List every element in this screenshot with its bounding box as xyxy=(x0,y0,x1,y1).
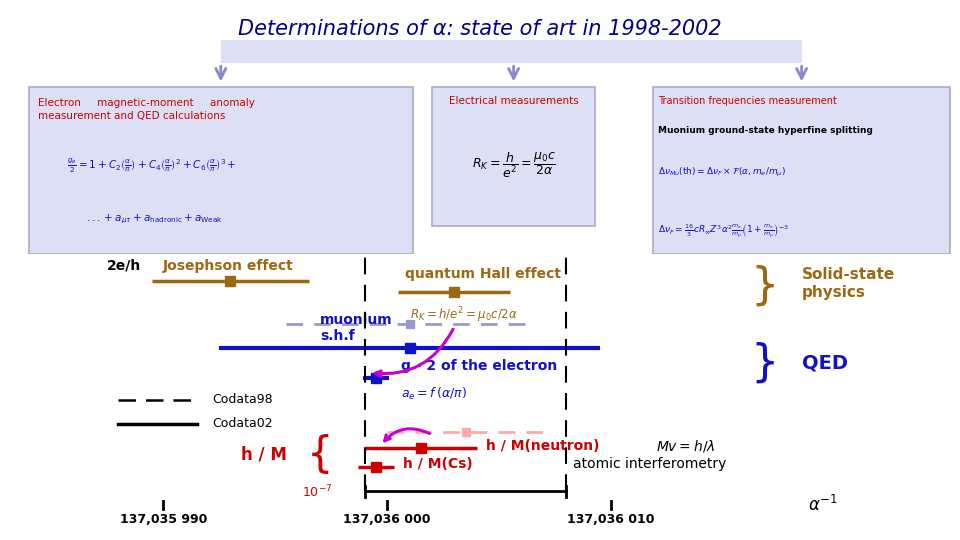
Text: $\Delta\nu_{Mu}(\mathrm{th}) = \Delta\nu_F \times \mathcal{F}(\alpha, m_e/m_\mu): $\Delta\nu_{Mu}(\mathrm{th}) = \Delta\nu… xyxy=(658,166,785,179)
Text: Electron     magnetic-moment     anomaly
measurement and QED calculations: Electron magnetic-moment anomaly measure… xyxy=(38,98,255,122)
Text: 137,036 000: 137,036 000 xyxy=(344,513,431,526)
Text: muonium
s.h.f: muonium s.h.f xyxy=(320,313,393,343)
Text: g - 2 of the electron: g - 2 of the electron xyxy=(400,359,557,373)
Text: atomic interferometry: atomic interferometry xyxy=(573,457,727,471)
Text: QED: QED xyxy=(802,354,848,373)
Text: Codata02: Codata02 xyxy=(212,417,273,430)
Text: $10^{-7}$: $10^{-7}$ xyxy=(302,483,332,500)
Text: $a_e = f\,(\alpha/\pi)$: $a_e = f\,(\alpha/\pi)$ xyxy=(400,386,467,402)
Text: $\Delta\nu_F = \frac{16}{3}cR_\infty Z^3\alpha^2\frac{m_e}{m_\mu}\left(1+\frac{m: $\Delta\nu_F = \frac{16}{3}cR_\infty Z^3… xyxy=(658,222,788,240)
Text: Codata98: Codata98 xyxy=(212,393,273,406)
Text: 137,036 010: 137,036 010 xyxy=(567,513,655,526)
Text: 2e/h: 2e/h xyxy=(107,259,141,273)
Text: $Mv=h/\lambda$: $Mv=h/\lambda$ xyxy=(656,437,715,454)
Text: Josephson effect: Josephson effect xyxy=(163,259,294,273)
FancyBboxPatch shape xyxy=(221,40,802,63)
Text: Determinations of α: state of art in 1998-2002: Determinations of α: state of art in 199… xyxy=(238,19,722,39)
Text: h / M(Cs): h / M(Cs) xyxy=(403,457,472,471)
Text: Muonium ground-state hyperfine splitting: Muonium ground-state hyperfine splitting xyxy=(658,126,873,135)
Text: Transition frequencies measurement: Transition frequencies measurement xyxy=(658,96,836,106)
Text: quantum Hall effect: quantum Hall effect xyxy=(405,267,561,281)
Text: $...+ a_{\mu\tau} + a_{\mathrm{hadronic}} + a_{\mathrm{Weak}}$: $...+ a_{\mu\tau} + a_{\mathrm{hadronic}… xyxy=(86,213,224,226)
Text: Solid-state
physics: Solid-state physics xyxy=(802,267,895,300)
Text: 137,035 990: 137,035 990 xyxy=(119,513,207,526)
Text: }: } xyxy=(750,265,779,308)
Text: }: } xyxy=(750,342,779,384)
Text: $R_K = \dfrac{h}{e^2} = \dfrac{\mu_0 c}{2\alpha}$: $R_K = \dfrac{h}{e^2} = \dfrac{\mu_0 c}{… xyxy=(471,151,556,180)
Text: $\frac{g_e}{2} = 1 + C_2\left(\frac{\alpha}{\pi}\right) + C_4\left(\frac{\alpha}: $\frac{g_e}{2} = 1 + C_2\left(\frac{\alp… xyxy=(67,156,237,175)
Text: $\alpha^{-1}$: $\alpha^{-1}$ xyxy=(808,495,838,515)
Text: $R_K=h/e^2=\mu_0c/2\alpha$: $R_K=h/e^2=\mu_0c/2\alpha$ xyxy=(410,305,517,325)
Text: h / M: h / M xyxy=(241,446,286,464)
Text: Electrical measurements: Electrical measurements xyxy=(448,96,579,106)
FancyBboxPatch shape xyxy=(653,86,950,254)
Text: h / M(neutron): h / M(neutron) xyxy=(486,438,599,453)
FancyBboxPatch shape xyxy=(432,86,595,226)
FancyBboxPatch shape xyxy=(29,86,413,254)
Text: {: { xyxy=(307,434,333,476)
